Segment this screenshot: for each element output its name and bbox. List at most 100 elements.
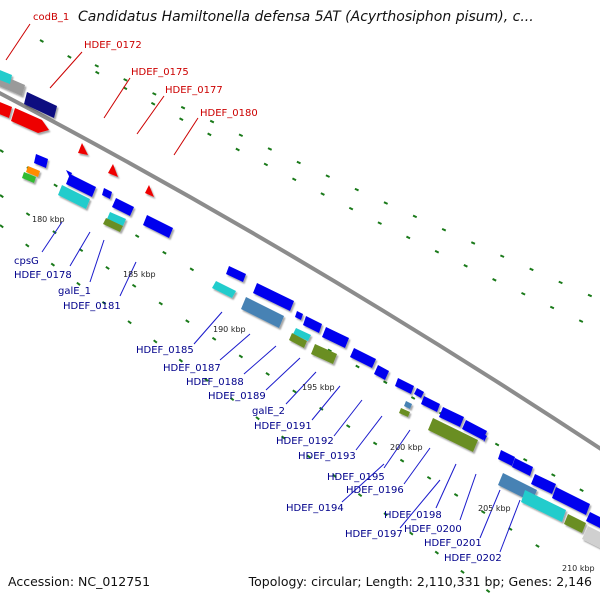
feature-rna	[107, 212, 126, 226]
feature-red	[0, 102, 12, 118]
feature-cyan	[0, 70, 12, 84]
feature-olive	[103, 218, 123, 232]
leader-line	[41, 221, 63, 253]
feature-cds	[395, 378, 414, 394]
topology-text: Topology: circular; Length: 2,110,331 bp…	[248, 574, 592, 589]
leader-line	[479, 489, 501, 539]
feature-rna	[212, 281, 236, 298]
kbp-tick-label: 195 kbp	[302, 383, 335, 392]
feature-cds	[374, 365, 389, 380]
gene-label: HDEF_0193	[298, 451, 356, 462]
leader-line	[219, 333, 251, 361]
leader-line	[103, 77, 131, 119]
leader-line	[285, 371, 317, 405]
feature-steelblue	[241, 297, 284, 328]
gene-label: HDEF_0188	[186, 377, 244, 388]
bottom-labels: cpsG HDEF_0178 galE_1 HDEF_0181 HDEF_018…	[14, 256, 502, 564]
leader-line	[173, 117, 199, 156]
feature-rna	[521, 490, 566, 522]
gene-label: HDEF_0195	[327, 472, 385, 483]
gene-label: codB_1	[33, 12, 69, 23]
gene-label: HDEF_0202	[444, 553, 502, 564]
gene-label: HDEF_0181	[63, 301, 121, 312]
gene-label: HDEF_0196	[346, 485, 404, 496]
kbp-tick-label: 190 kbp	[213, 325, 246, 334]
feature-cds	[350, 348, 376, 368]
feature-cds	[322, 327, 349, 348]
feature-cds	[531, 474, 556, 494]
grid-ring	[94, 64, 600, 301]
feature-cds	[143, 215, 173, 238]
gene-label: galE_1	[58, 286, 91, 297]
leader-line	[265, 357, 301, 391]
kbp-tick-label: 185 kbp	[123, 270, 156, 279]
feature-olive	[428, 418, 478, 452]
feature-cds	[482, 433, 487, 442]
feature-cds	[462, 420, 487, 440]
feature-olive	[564, 514, 586, 533]
feature-cds	[303, 316, 322, 333]
feature-red	[108, 164, 118, 177]
feature-cds	[552, 487, 590, 515]
feature-rna	[293, 328, 311, 341]
feature-orange	[26, 166, 40, 177]
kbp-ticks: 180 kbp 185 kbp 190 kbp 195 kbp 200 kbp …	[32, 215, 595, 573]
feature-olive	[311, 344, 337, 364]
leader-line	[383, 429, 411, 469]
leader-line	[355, 415, 383, 451]
kbp-tick-label: 180 kbp	[32, 215, 65, 224]
genome-backbone	[0, 90, 600, 451]
gene-label: HDEF_0197	[345, 529, 403, 540]
feature-cds	[295, 311, 303, 320]
feature-steelblue	[404, 401, 412, 409]
feature-cds	[586, 512, 600, 528]
gene-label: HDEF_0192	[276, 436, 334, 447]
feature-olive	[399, 408, 410, 417]
leader-line	[399, 479, 441, 529]
feature-cds	[66, 170, 72, 178]
gene-label: HDEF_0185	[136, 345, 194, 356]
grid-rings	[0, 39, 600, 600]
kbp-tick-label: 210 kbp	[562, 564, 595, 573]
kbp-tick-label: 200 kbp	[390, 443, 423, 452]
feature-cds	[226, 266, 246, 282]
gene-label: HDEF_0194	[286, 503, 344, 514]
leader-line	[499, 499, 521, 553]
feature-green	[22, 172, 36, 183]
feature-cds	[439, 407, 464, 427]
gene-label: HDEF_0200	[404, 524, 462, 535]
gene-label: cpsG	[14, 256, 39, 267]
outer-features	[0, 70, 154, 197]
feature-olive	[289, 333, 307, 348]
grid-ring	[0, 149, 600, 501]
leader-line	[311, 385, 341, 421]
leader-line	[341, 463, 385, 503]
feature-cds	[34, 154, 48, 168]
bottom-leaders	[41, 221, 521, 553]
gene-label: HDEF_0177	[165, 85, 223, 96]
feature-gray	[582, 526, 600, 548]
accession-text: Accession: NC_012751	[8, 574, 151, 589]
top-leaders	[5, 23, 199, 156]
leader-line	[435, 463, 457, 509]
gene-label: HDEF_0180	[200, 108, 258, 119]
feature-cds	[421, 396, 440, 412]
leader-line	[89, 239, 105, 283]
gene-label: HDEF_0189	[208, 391, 266, 402]
kbp-tick-label: 205 kbp	[478, 504, 511, 513]
inner-features	[22, 154, 600, 548]
feature-darkblue	[24, 92, 57, 118]
feature-cds	[112, 198, 134, 216]
gene-label: HDEF_0198	[384, 510, 442, 521]
gene-label: HDEF_0201	[424, 538, 482, 549]
feature-cds	[512, 458, 533, 476]
feature-cds	[253, 283, 294, 311]
gene-label: HDEF_0172	[84, 40, 142, 51]
leader-line	[193, 311, 223, 345]
leader-line	[459, 473, 477, 521]
top-labels: codB_1 HDEF_0172 HDEF_0175 HDEF_0177 HDE…	[33, 12, 258, 119]
leader-line	[333, 399, 363, 437]
feature-cds	[102, 188, 112, 199]
feature-cds	[498, 450, 515, 466]
leader-line	[69, 231, 91, 267]
